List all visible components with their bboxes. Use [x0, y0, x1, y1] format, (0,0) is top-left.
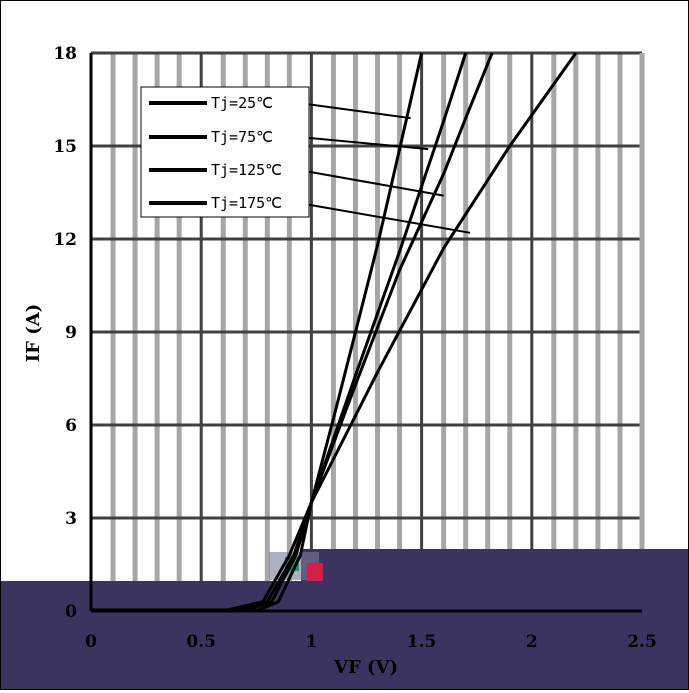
series-line [233, 52, 494, 613]
x-tick-label: 2.5 [627, 632, 657, 652]
axis-labels: VF (V) IF (A) [23, 304, 398, 678]
legend-label: Tj=25℃ [211, 94, 273, 112]
y-axis-label: IF (A) [23, 304, 44, 362]
x-tick-label: 0 [85, 632, 97, 652]
y-tick-label: 15 [53, 137, 77, 157]
x-axis-label: VF (V) [333, 657, 398, 678]
series-line [222, 52, 578, 613]
y-tick-label: 12 [53, 230, 77, 250]
legend-box [140, 86, 310, 218]
legend-pointer [298, 169, 444, 197]
x-tick-label: 0.5 [186, 632, 216, 652]
series-lines [91, 52, 578, 613]
y-tick-label: 6 [65, 416, 77, 436]
legend-pointer [298, 202, 471, 234]
y-tick-label: 0 [65, 602, 77, 622]
legend-pointers [298, 102, 471, 234]
y-tick-label: 3 [65, 509, 77, 529]
x-tick-label: 2 [526, 632, 538, 652]
series-line [255, 52, 424, 613]
legend: Tj=25℃ Tj=75℃ Tj=125℃ Tj=175℃ [140, 86, 310, 218]
legend-label: Tj=75℃ [211, 128, 273, 146]
artifact-patch [307, 563, 323, 581]
y-tick-label: 9 [65, 323, 77, 343]
y-tick-label: 18 [53, 44, 77, 64]
x-tick-label: 1.5 [407, 632, 437, 652]
series-line [244, 52, 468, 613]
legend-label: Tj=175℃ [211, 194, 282, 212]
legend-pointer [298, 136, 429, 151]
legend-pointer [298, 102, 411, 120]
legend-label: Tj=125℃ [211, 161, 282, 179]
x-tick-label: 1 [305, 632, 317, 652]
bottom-band [1, 549, 688, 689]
